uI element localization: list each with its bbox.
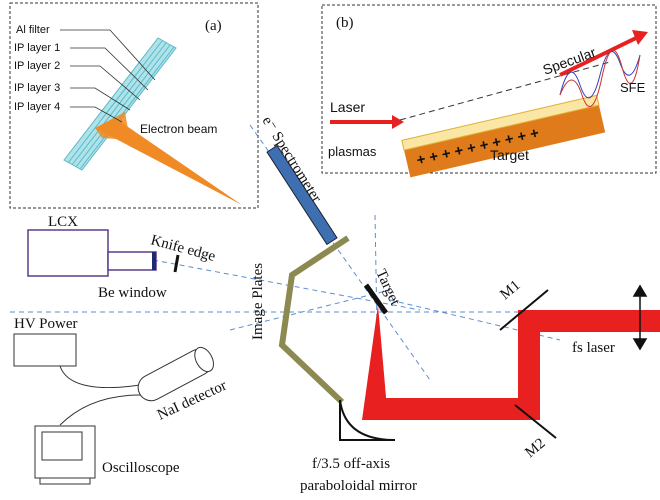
target-label: Target	[490, 147, 529, 163]
target-b: + + + + + + + + + +	[402, 95, 605, 177]
lcx-label: LCX	[48, 214, 78, 230]
beam-label: Electron beam	[140, 122, 217, 136]
be-window-label: Be window	[98, 285, 167, 301]
laser-label: Laser	[330, 99, 365, 115]
m2-label: M2	[522, 435, 548, 461]
knife-edge	[175, 255, 178, 272]
layer-label: Al filter	[16, 24, 50, 36]
osc-base	[40, 478, 90, 484]
fs-laser-label: fs laser	[572, 340, 615, 356]
plasmas-label: plasmas	[328, 144, 377, 159]
arrowhead	[392, 115, 404, 129]
panel-tag: (a)	[205, 18, 222, 34]
knife-edge-label: Knife edge	[149, 232, 217, 265]
hv-power	[14, 334, 76, 366]
layer-label: IP layer 4	[14, 101, 60, 113]
layer-label: IP layer 3	[14, 82, 60, 94]
be-window	[152, 252, 156, 270]
cable	[60, 366, 140, 388]
lcx-tube	[108, 252, 156, 270]
oscilloscope-label: Oscilloscope	[102, 460, 180, 476]
spectrometer-label: e⁻ Spectrometer	[259, 114, 325, 206]
panel-tag: (b)	[336, 15, 354, 31]
mirror-label: f/3.5 off-axis	[312, 456, 390, 472]
osc-screen	[42, 432, 82, 460]
layer-label: IP layer 2	[14, 60, 60, 72]
layer-label: IP layer 1	[14, 42, 60, 54]
sfe-label: SFE	[620, 80, 646, 95]
hv-label: HV Power	[14, 316, 77, 332]
cable	[60, 395, 140, 425]
lcx	[28, 230, 108, 276]
image-plates	[282, 238, 348, 402]
laser-path	[362, 305, 660, 420]
image-plates-label: Image Plates	[250, 263, 266, 340]
mirror-label: paraboloidal mirror	[300, 478, 417, 494]
diagram: Al filter IP layer 1 IP layer 2 IP layer…	[0, 0, 660, 500]
m1-label: M1	[497, 277, 523, 303]
